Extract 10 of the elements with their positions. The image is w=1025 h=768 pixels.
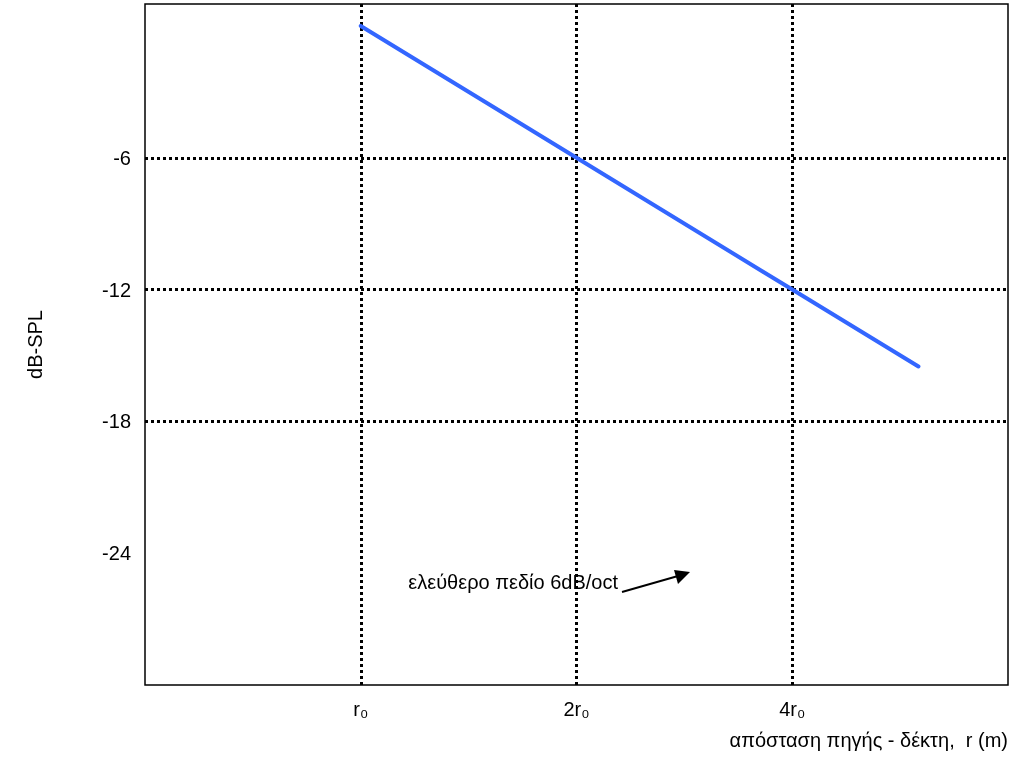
y-axis-title: dB-SPL [24,310,46,379]
x-tick-label: r₀ [353,698,369,720]
x-tick-label: 2r₀ [563,698,590,720]
x-tick-label: 4r₀ [779,698,806,720]
y-tick-label: -18 [102,410,131,433]
y-tick-label: -24 [102,542,131,565]
annotation: ελεύθερο πεδίο 6dB/oct [408,571,619,593]
x-axis-title: απόσταση πηγής - δέκτη, r (m) [729,729,1009,751]
y-tick-label: -6 [113,146,131,169]
y-tick-label: -12 [102,278,131,301]
